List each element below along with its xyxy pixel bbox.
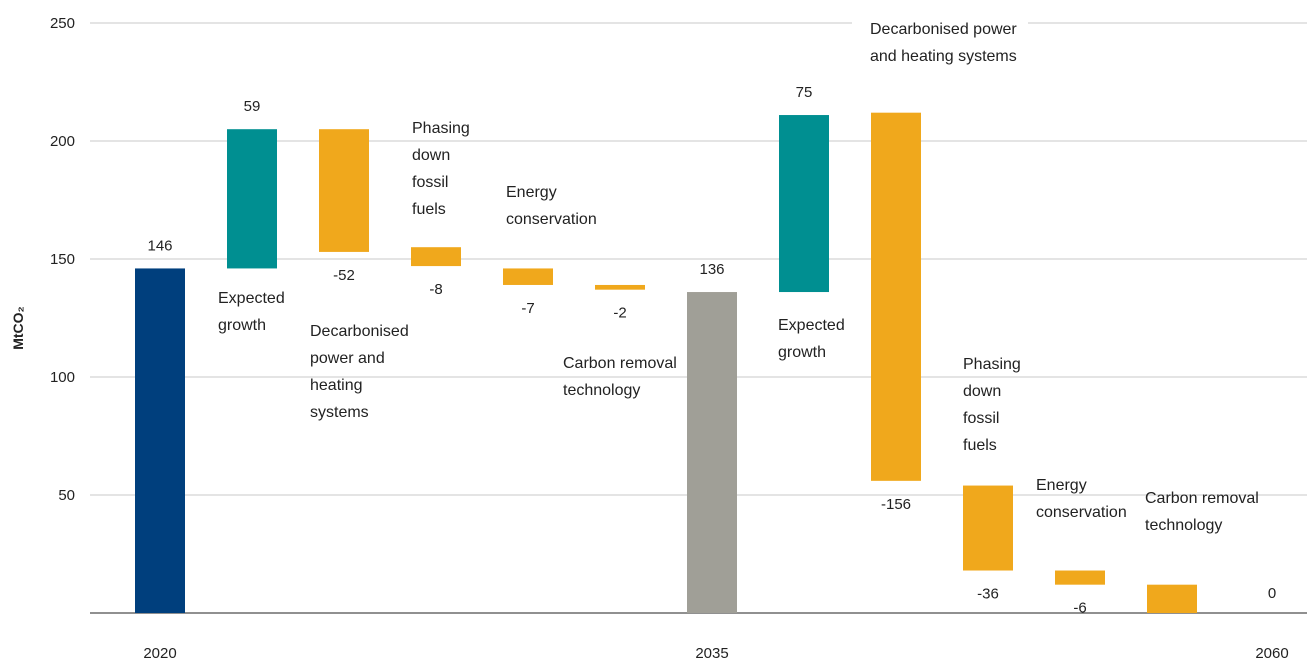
annotation-label: conservation — [506, 211, 597, 228]
annotation-label: Energy — [1036, 477, 1087, 494]
value-label: -36 — [977, 586, 999, 603]
annotation-label: conservation — [1036, 504, 1127, 521]
value-label: -6 — [1073, 600, 1086, 617]
y-axis-ticks: 50 100 150 200 250 — [50, 15, 75, 504]
x-axis: 2020 2035 2060 — [143, 645, 1288, 662]
bar-carbon-removal-1 — [595, 284, 645, 290]
value-label: -2 — [613, 305, 626, 322]
bar-decarbonised-power-2 — [871, 112, 921, 481]
annotation-label: Carbon removal — [563, 355, 677, 372]
annotation-label: power and — [310, 350, 385, 367]
annotation-label: Decarbonised power — [870, 21, 1017, 38]
annotations: Expected growth Decarbonised power and heati… — [218, 21, 1259, 534]
annotation-label: systems — [310, 404, 369, 421]
y-tick-label: 100 — [50, 369, 75, 386]
value-label: 0 — [1268, 585, 1276, 602]
x-tick-label: 2020 — [143, 645, 176, 662]
annotation-label: Phasing — [963, 356, 1021, 373]
annotation-label: fossil — [412, 174, 448, 191]
annotation-label: Energy — [506, 184, 557, 201]
bar-expected-growth-2 — [779, 115, 829, 293]
y-tick-label: 150 — [50, 251, 75, 268]
annotation-label: fossil — [963, 410, 999, 427]
value-label: -52 — [333, 267, 355, 284]
x-tick-label: 2060 — [1255, 645, 1288, 662]
annotation-label: down — [412, 147, 450, 164]
bar-decarbonised-power-1 — [319, 129, 369, 252]
annotation-label: Carbon removal — [1145, 490, 1259, 507]
annotation-label: Phasing — [412, 120, 470, 137]
value-label: 75 — [796, 84, 813, 101]
value-label: -7 — [521, 300, 534, 317]
y-tick-label: 200 — [50, 133, 75, 150]
bar-energy-conservation-2 — [1055, 570, 1105, 585]
y-tick-label: 50 — [58, 487, 75, 504]
value-label: 136 — [699, 261, 724, 278]
bar-total-2035 — [687, 292, 737, 613]
value-label: 59 — [244, 98, 261, 115]
bar-carbon-removal-2 — [1147, 584, 1197, 613]
bars — [135, 112, 1197, 613]
annotation-label: heating — [310, 377, 363, 394]
bar-phasing-down-1 — [411, 247, 461, 267]
value-label: -8 — [429, 281, 442, 298]
x-tick-label: 2035 — [695, 645, 728, 662]
value-labels: 146 59 -52 -8 -7 -2 136 75 -156 -36 -6 0 — [147, 84, 1276, 617]
annotation-label: Decarbonised — [310, 323, 409, 340]
annotation-label: growth — [218, 317, 266, 334]
annotation-label: growth — [778, 344, 826, 361]
annotation-label: fuels — [412, 201, 446, 218]
annotation-label: technology — [563, 382, 640, 399]
value-label: 146 — [147, 237, 172, 254]
annotation-label: Expected — [218, 290, 285, 307]
annotation-label: fuels — [963, 437, 997, 454]
y-axis-title: MtCO₂ — [10, 306, 26, 350]
bar-energy-conservation-1 — [503, 268, 553, 285]
bar-phasing-down-2 — [963, 485, 1013, 571]
value-label: -156 — [881, 496, 911, 513]
bar-total-2020 — [135, 268, 185, 613]
annotation-label: and heating systems — [870, 48, 1017, 65]
bar-expected-growth-1 — [227, 129, 277, 269]
annotation-label: technology — [1145, 517, 1222, 534]
annotation-label: Expected — [778, 317, 845, 334]
annotation-label: down — [963, 383, 1001, 400]
y-tick-label: 250 — [50, 15, 75, 32]
